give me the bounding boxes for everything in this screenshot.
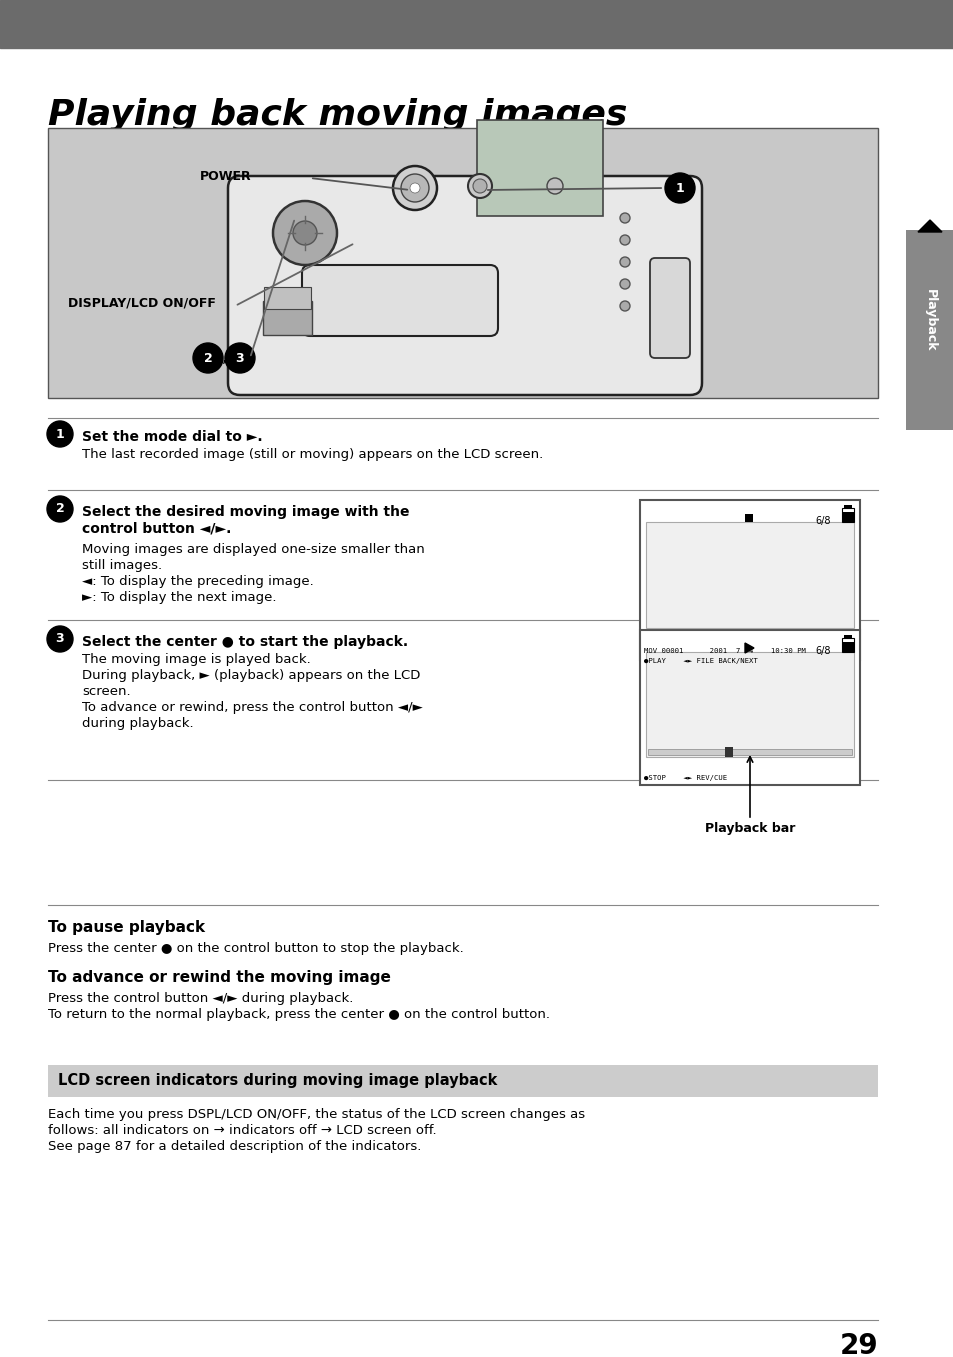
Text: ●PLAY    ◄► FILE BACK/NEXT: ●PLAY ◄► FILE BACK/NEXT xyxy=(643,658,757,664)
Text: 6/8: 6/8 xyxy=(814,516,830,527)
Text: During playback, ► (playback) appears on the LCD: During playback, ► (playback) appears on… xyxy=(82,669,420,683)
Text: Playback bar: Playback bar xyxy=(704,822,795,835)
Circle shape xyxy=(664,172,695,204)
Circle shape xyxy=(193,343,223,373)
FancyBboxPatch shape xyxy=(302,265,497,337)
Circle shape xyxy=(47,497,73,522)
Text: Select the desired moving image with the: Select the desired moving image with the xyxy=(82,505,409,518)
Bar xyxy=(905,229,953,430)
Text: Press the center ● on the control button to stop the playback.: Press the center ● on the control button… xyxy=(48,942,463,955)
Text: MOV 00001      2001  7  4    10:30 PM: MOV 00001 2001 7 4 10:30 PM xyxy=(643,649,805,654)
Polygon shape xyxy=(917,220,941,232)
Bar xyxy=(841,508,853,522)
Circle shape xyxy=(473,179,486,193)
Circle shape xyxy=(393,166,436,210)
Text: 3: 3 xyxy=(55,632,64,646)
Text: during playback.: during playback. xyxy=(82,716,193,730)
Bar xyxy=(639,499,859,660)
Text: still images.: still images. xyxy=(82,559,162,573)
Text: The last recorded image (still or moving) appears on the LCD screen.: The last recorded image (still or moving… xyxy=(82,448,542,461)
Text: screen.: screen. xyxy=(82,685,131,697)
Text: Set the mode dial to ►.: Set the mode dial to ►. xyxy=(82,430,262,444)
Text: Playback: Playback xyxy=(923,289,936,351)
Text: DISPLAY/LCD ON/OFF: DISPLAY/LCD ON/OFF xyxy=(68,296,215,309)
Circle shape xyxy=(47,421,73,446)
Bar xyxy=(645,651,853,757)
Text: ,: , xyxy=(221,350,226,365)
Circle shape xyxy=(47,626,73,651)
Text: POWER: POWER xyxy=(200,170,252,182)
Text: follows: all indicators on → indicators off → LCD screen off.: follows: all indicators on → indicators … xyxy=(48,1124,436,1137)
Text: Press the control button ◄/► during playback.: Press the control button ◄/► during play… xyxy=(48,992,353,1006)
Text: 1: 1 xyxy=(55,427,64,441)
Text: Select the center ● to start the playback.: Select the center ● to start the playbac… xyxy=(82,635,408,649)
Text: See page 87 for a detailed description of the indicators.: See page 87 for a detailed description o… xyxy=(48,1140,421,1153)
FancyBboxPatch shape xyxy=(263,301,312,335)
FancyBboxPatch shape xyxy=(228,176,701,395)
Text: The moving image is played back.: The moving image is played back. xyxy=(82,653,311,666)
Text: control button ◄/►.: control button ◄/►. xyxy=(82,522,232,536)
Text: 2: 2 xyxy=(203,351,213,365)
Text: ◄: To display the preceding image.: ◄: To display the preceding image. xyxy=(82,575,314,588)
Bar xyxy=(48,1065,877,1096)
Text: ●STOP    ◄► REV/CUE: ●STOP ◄► REV/CUE xyxy=(643,775,726,782)
Bar xyxy=(724,746,732,757)
Text: LCD screen indicators during moving image playback: LCD screen indicators during moving imag… xyxy=(58,1073,497,1088)
Bar xyxy=(841,512,853,522)
Text: To advance or rewind, press the control button ◄/►: To advance or rewind, press the control … xyxy=(82,702,422,714)
Circle shape xyxy=(400,174,429,202)
Text: To advance or rewind the moving image: To advance or rewind the moving image xyxy=(48,970,391,985)
Text: 1: 1 xyxy=(675,182,683,194)
Text: ►: To display the next image.: ►: To display the next image. xyxy=(82,592,276,604)
FancyBboxPatch shape xyxy=(264,286,311,309)
Bar xyxy=(841,642,853,651)
Bar xyxy=(645,522,853,628)
Text: To return to the normal playback, press the center ● on the control button.: To return to the normal playback, press … xyxy=(48,1008,550,1020)
Text: 29: 29 xyxy=(839,1333,877,1357)
Text: Moving images are displayed one-size smaller than: Moving images are displayed one-size sma… xyxy=(82,543,424,556)
FancyBboxPatch shape xyxy=(649,258,689,358)
Polygon shape xyxy=(744,643,753,653)
Text: Each time you press DSPL/LCD ON/OFF, the status of the LCD screen changes as: Each time you press DSPL/LCD ON/OFF, the… xyxy=(48,1109,584,1121)
Circle shape xyxy=(619,301,629,311)
Bar xyxy=(639,630,859,784)
Text: 2: 2 xyxy=(55,502,64,516)
Bar xyxy=(0,0,953,47)
Bar xyxy=(841,638,853,651)
Bar xyxy=(48,128,877,398)
Circle shape xyxy=(619,280,629,289)
Circle shape xyxy=(546,178,562,194)
Circle shape xyxy=(468,174,492,198)
Text: To pause playback: To pause playback xyxy=(48,920,205,935)
Circle shape xyxy=(225,343,254,373)
Bar xyxy=(647,749,851,754)
Circle shape xyxy=(273,201,336,265)
Text: 3: 3 xyxy=(235,351,244,365)
Circle shape xyxy=(410,183,419,193)
Circle shape xyxy=(619,256,629,267)
Text: 6/8: 6/8 xyxy=(814,646,830,655)
Text: Playing back moving images: Playing back moving images xyxy=(48,98,627,132)
Bar xyxy=(744,514,752,522)
Bar xyxy=(843,635,851,638)
Circle shape xyxy=(619,213,629,223)
Bar xyxy=(843,505,851,508)
FancyBboxPatch shape xyxy=(476,119,602,216)
Circle shape xyxy=(293,221,316,246)
Circle shape xyxy=(619,235,629,246)
